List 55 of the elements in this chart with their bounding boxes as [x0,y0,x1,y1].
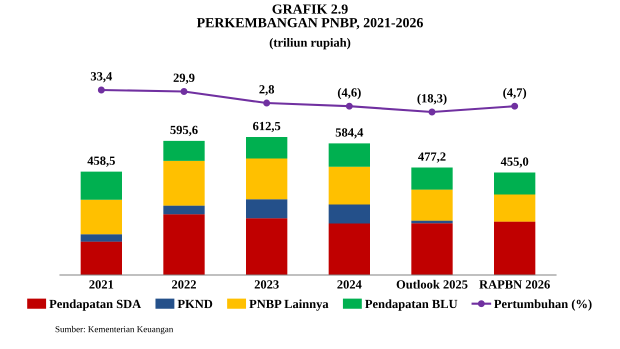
data-label: 29,9 [174,74,194,84]
bar [328,143,370,167]
bar [163,206,205,214]
bar [163,140,205,161]
annotation: 584,4 [336,128,364,138]
point [428,108,436,116]
annotation: 458,5 [87,156,115,167]
bar [494,194,536,222]
annotation: 477,2 [418,152,446,163]
x-tick-label: 2023 [254,280,279,289]
legend-label: Pendapatan BLU [365,299,458,311]
bar [246,137,288,159]
annotation: 455,0 [500,157,528,168]
bar [246,199,288,218]
point [263,100,270,106]
bar [494,172,536,195]
legend-label: Pendapatan SDA [49,299,142,311]
point [98,86,105,94]
data-label: 33,4 [90,72,112,82]
chart-subtitle: (triliun rupiah) [270,38,350,50]
bar [80,200,122,234]
data-label: (4,7) [503,88,526,100]
chart-title: GRAFIK 2.9 PERKEMBANGAN PNBP, 2021-2026 [196,4,423,30]
bar [80,172,122,200]
bar [328,204,370,224]
x-tick-label: 2022 [172,280,196,289]
bar [411,223,453,275]
data-label: (18,3) [417,94,447,106]
legend-label: PNBP Lainnya [249,299,328,311]
bar [246,218,288,275]
point [180,88,188,95]
x-tick-label: Outlook 2025 [396,280,468,289]
text: Sumber: Kementerian Keuangan [56,326,174,334]
bar [411,190,453,221]
bar [411,168,453,190]
annotation: 595,6 [170,126,198,136]
bar [328,224,370,275]
bar [494,222,536,275]
bar [163,160,205,206]
point [511,102,518,110]
x-tick-label: RAPBN 2026 [479,280,550,289]
annotation: 612,5 [253,122,280,132]
data-label: 2,8 [259,85,274,96]
legend-label: PKND [178,300,212,308]
bar [163,214,205,275]
legend-label: Pertumbuhan (%) [494,299,592,311]
bar [80,242,122,275]
bar [80,234,122,242]
bar [328,166,370,204]
point [346,102,353,110]
bar [411,220,453,224]
x-tick-label: 2021 [89,280,114,289]
data-label: (4,6) [338,88,361,100]
x-tick-label: 2024 [337,280,362,289]
bar [246,158,288,200]
